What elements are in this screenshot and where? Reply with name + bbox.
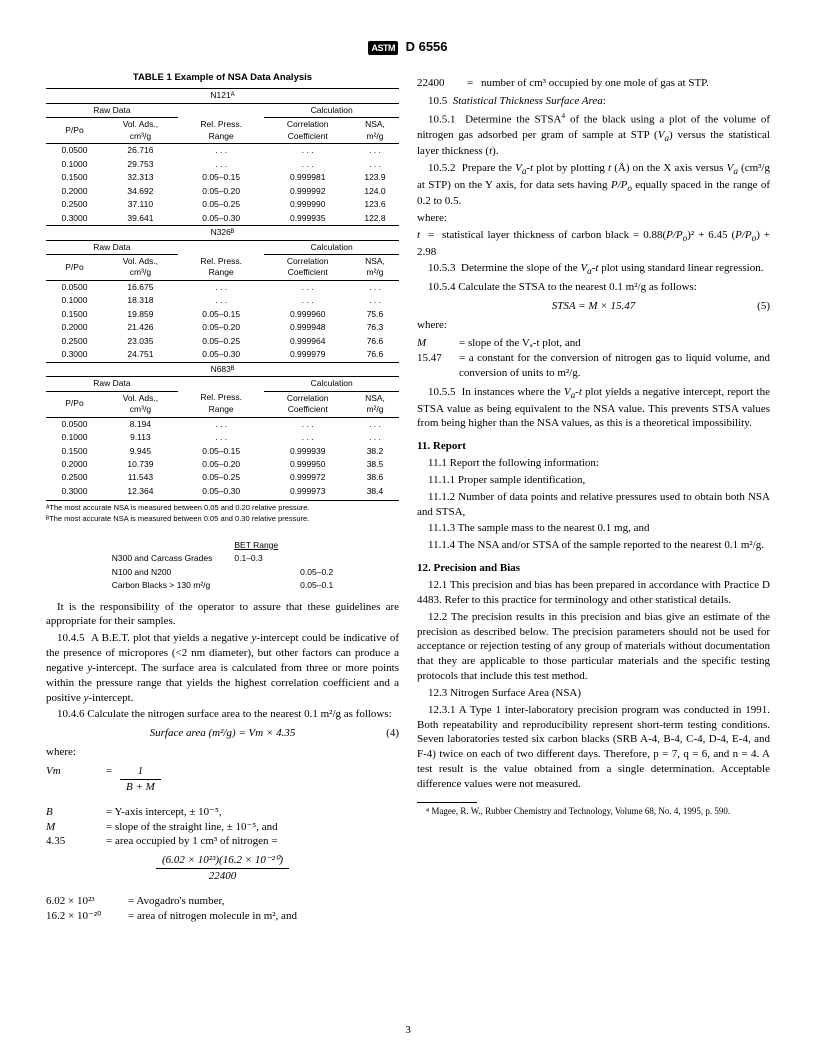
t-definition: t = statistical layer thickness of carbo… [417, 228, 770, 259]
sec-11-1-1: 11.1.1 Proper sample identification, [417, 473, 770, 488]
table-footnotes: ᴬThe most accurate NSA is measured betwe… [46, 500, 399, 523]
where-label-2: where: [417, 211, 770, 226]
sec-10-5-2: 10.5.2 Prepare the Va-t plot by plotting… [417, 161, 770, 209]
sec-10-5-5: 10.5.5 In instances where the Va-t plot … [417, 385, 770, 431]
sec-10-4-6: 10.4.6 Calculate the nitrogen surface ar… [46, 707, 399, 722]
where-label-1: where: [46, 745, 399, 760]
vm-definition: Vm = 1B + M [46, 764, 399, 795]
sec-11-1-4: 11.1.4 The NSA and/or STSA of the sample… [417, 538, 770, 553]
sec-10-5-3: 10.5.3 Determine the slope of the Va-t p… [417, 261, 770, 278]
eq5-number: (5) [757, 299, 770, 314]
eq4-number: (4) [386, 726, 399, 741]
equation-4: Surface area (m²/g) = Vm × 4.35 (4) [46, 726, 399, 741]
right-column: 22400 = number of cm³ occupied by one mo… [417, 72, 770, 928]
sec-11-1-2: 11.1.2 Number of data points and relativ… [417, 490, 770, 520]
stsa-definitions: M= slope of the Vₐ-t plot, and15.47= a c… [417, 336, 770, 381]
section-12-heading: 12. Precision and Bias [417, 561, 770, 576]
page-header: ASTM D 6556 [46, 38, 770, 56]
standard-number: D 6556 [406, 39, 448, 54]
sec-12-2: 12.2 The precision results in this preci… [417, 610, 770, 684]
sec-12-3: 12.3 Nitrogen Surface Area (NSA) [417, 686, 770, 701]
guideline-note: It is the responsibility of the operator… [46, 600, 399, 630]
const-definitions: 6.02 × 10²³= Avogadro's number,16.2 × 10… [46, 894, 399, 924]
sec-10-5: 10.5 Statistical Thickness Surface Area: [417, 94, 770, 109]
nsa-table: N121ᴬRaw DataCalculationP/PoVol. Ads.,cm… [46, 88, 399, 498]
sec-12-1: 12.1 This precision and bias has been pr… [417, 578, 770, 608]
table-title: TABLE 1 Example of NSA Data Analysis [46, 72, 399, 85]
astm-logo: ASTM [368, 41, 398, 55]
sec-11-1: 11.1 Report the following information: [417, 456, 770, 471]
bm-definitions: B= Y-axis intercept, ± 10⁻⁵,M= slope of … [46, 805, 399, 850]
frac-435: (6.02 × 10²³)(16.2 × 10⁻²⁰)22400 [46, 853, 399, 884]
eq5-text: STSA = M × 15.47 [552, 300, 635, 312]
sec-11-1-3: 11.1.3 The sample mass to the nearest 0.… [417, 521, 770, 536]
left-column: TABLE 1 Example of NSA Data Analysis N12… [46, 72, 399, 928]
page-number: 3 [0, 1023, 816, 1038]
def-22400: 22400 = number of cm³ occupied by one mo… [417, 76, 770, 91]
where-label-3: where: [417, 318, 770, 333]
section-11-heading: 11. Report [417, 439, 770, 454]
bet-range-table: BET RangeN300 and Carcass Grades0.1–0.3N… [100, 538, 346, 594]
page-columns: TABLE 1 Example of NSA Data Analysis N12… [46, 72, 770, 928]
sec-10-5-4: 10.5.4 Calculate the STSA to the nearest… [417, 280, 770, 295]
vm-symbol: Vm [46, 764, 106, 795]
equation-5: STSA = M × 15.47 (5) [417, 299, 770, 314]
footnote-4: ⁴ Magee, R. W., Rubber Chemistry and Tec… [417, 805, 770, 817]
sec-12-3-1: 12.3.1 A Type 1 inter-laboratory precisi… [417, 703, 770, 792]
sec-10-5-1: 10.5.1 Determine the STSA4 of the black … [417, 111, 770, 159]
eq4-text: Surface area (m²/g) = Vm × 4.35 [150, 727, 296, 739]
sec-10-4-5: 10.4.5 A B.E.T. plot that yields a negat… [46, 631, 399, 705]
footnote-rule [417, 802, 477, 803]
